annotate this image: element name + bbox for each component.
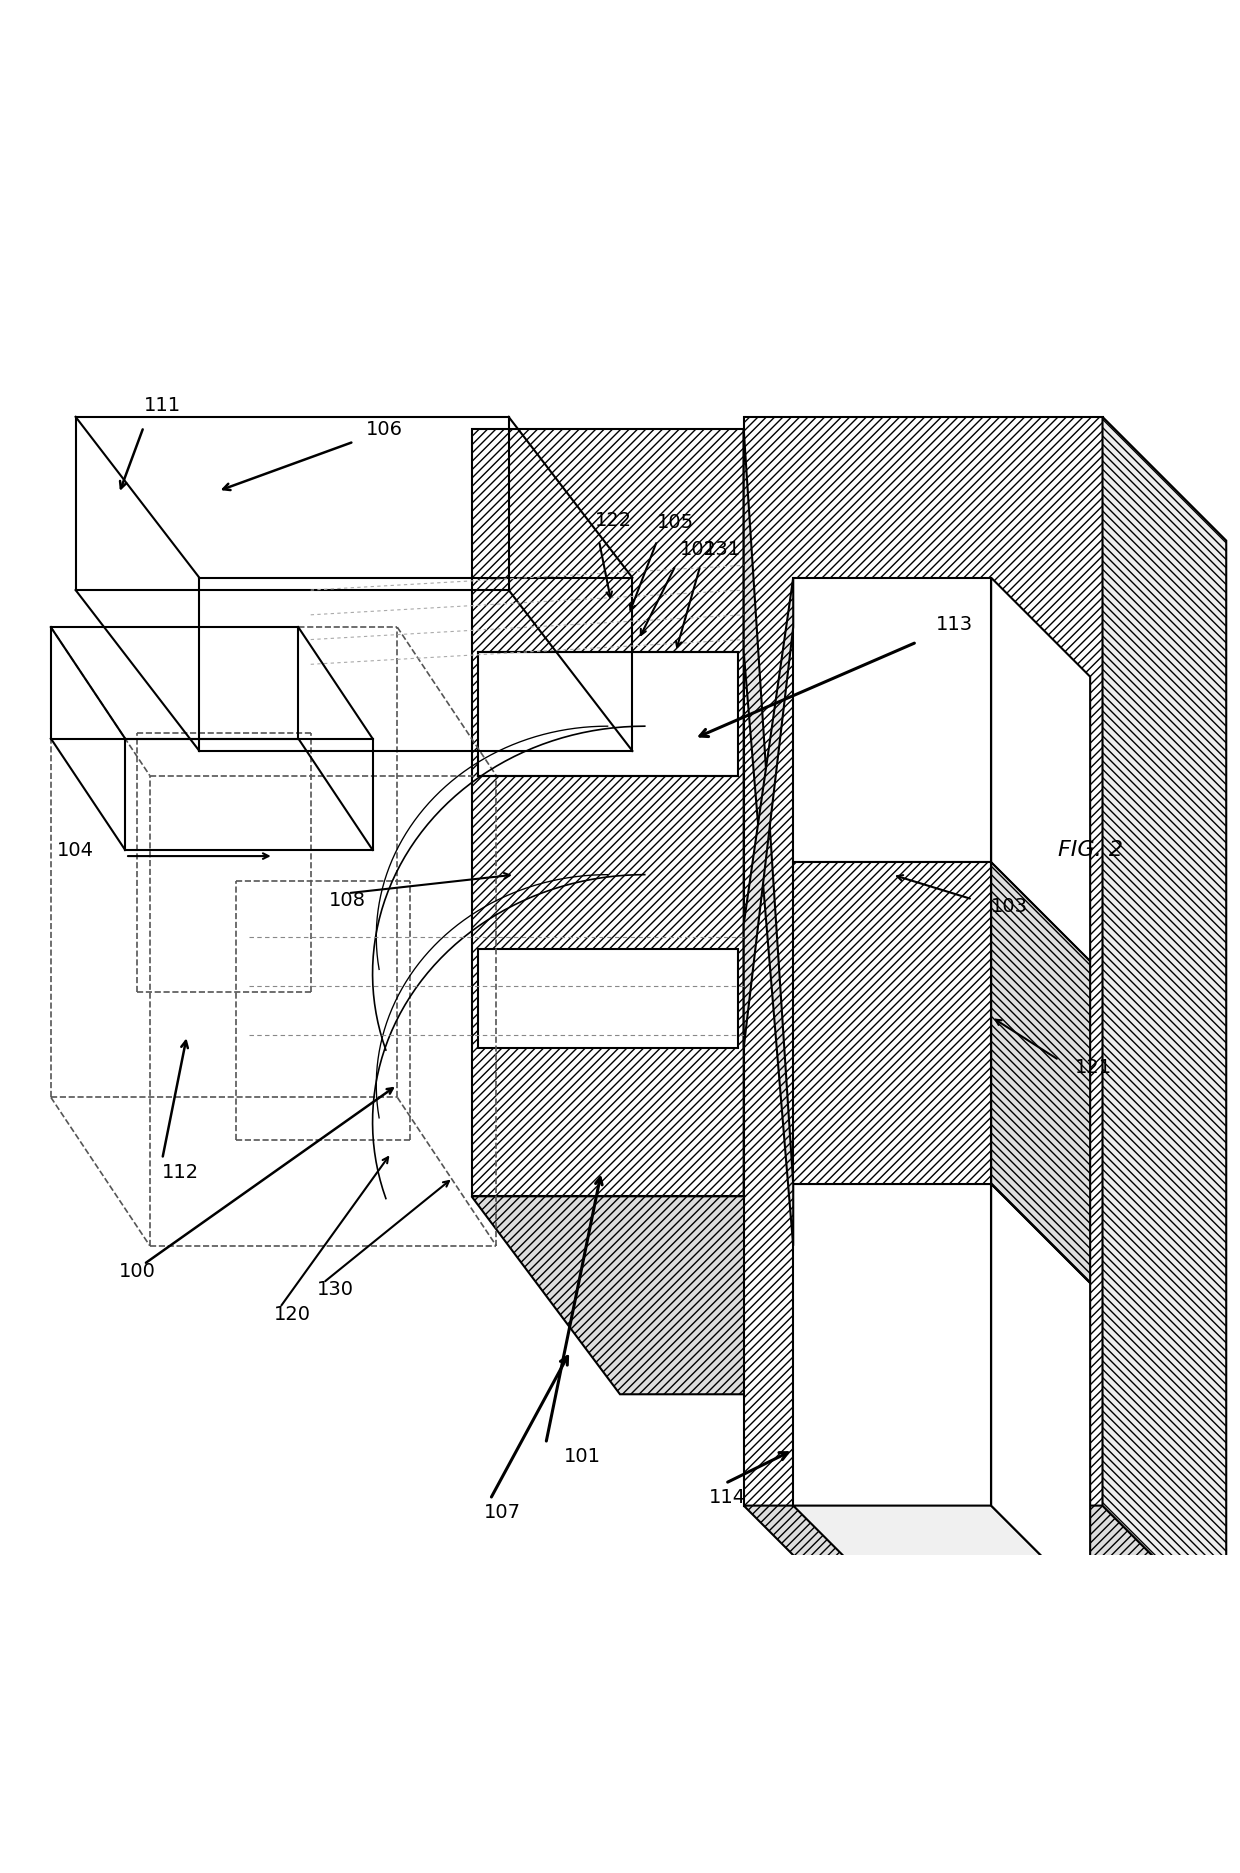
Text: 122: 122 <box>595 511 632 530</box>
Text: 103: 103 <box>991 897 1028 916</box>
Bar <box>794 862 991 1184</box>
Bar <box>794 577 991 862</box>
Polygon shape <box>991 862 1090 1283</box>
Polygon shape <box>991 577 1090 961</box>
Polygon shape <box>1102 418 1226 1630</box>
Text: 104: 104 <box>57 841 94 860</box>
Text: 121: 121 <box>1075 1058 1112 1077</box>
Text: 102: 102 <box>680 541 717 560</box>
Text: 130: 130 <box>317 1281 353 1300</box>
Text: 113: 113 <box>935 614 972 633</box>
Text: 108: 108 <box>330 890 366 910</box>
Text: 107: 107 <box>484 1502 521 1523</box>
Text: 120: 120 <box>274 1305 310 1324</box>
Text: FIG. 2: FIG. 2 <box>1058 839 1122 860</box>
Text: 112: 112 <box>162 1163 200 1182</box>
Polygon shape <box>991 1184 1090 1605</box>
Polygon shape <box>744 1506 1226 1630</box>
Text: 100: 100 <box>119 1262 156 1281</box>
Bar <box>477 950 738 1047</box>
Text: 131: 131 <box>704 541 742 560</box>
Bar <box>794 1184 991 1506</box>
Bar <box>471 429 744 1197</box>
Text: 111: 111 <box>144 395 181 414</box>
Text: 114: 114 <box>709 1489 746 1508</box>
Text: 106: 106 <box>366 420 403 440</box>
Text: 101: 101 <box>564 1448 601 1467</box>
Polygon shape <box>744 429 794 1246</box>
Bar <box>744 418 1102 1506</box>
Polygon shape <box>744 429 893 1394</box>
Text: 105: 105 <box>657 513 694 532</box>
Polygon shape <box>744 577 794 1047</box>
Bar <box>477 652 738 775</box>
Polygon shape <box>471 1197 893 1394</box>
Polygon shape <box>794 1506 1090 1605</box>
